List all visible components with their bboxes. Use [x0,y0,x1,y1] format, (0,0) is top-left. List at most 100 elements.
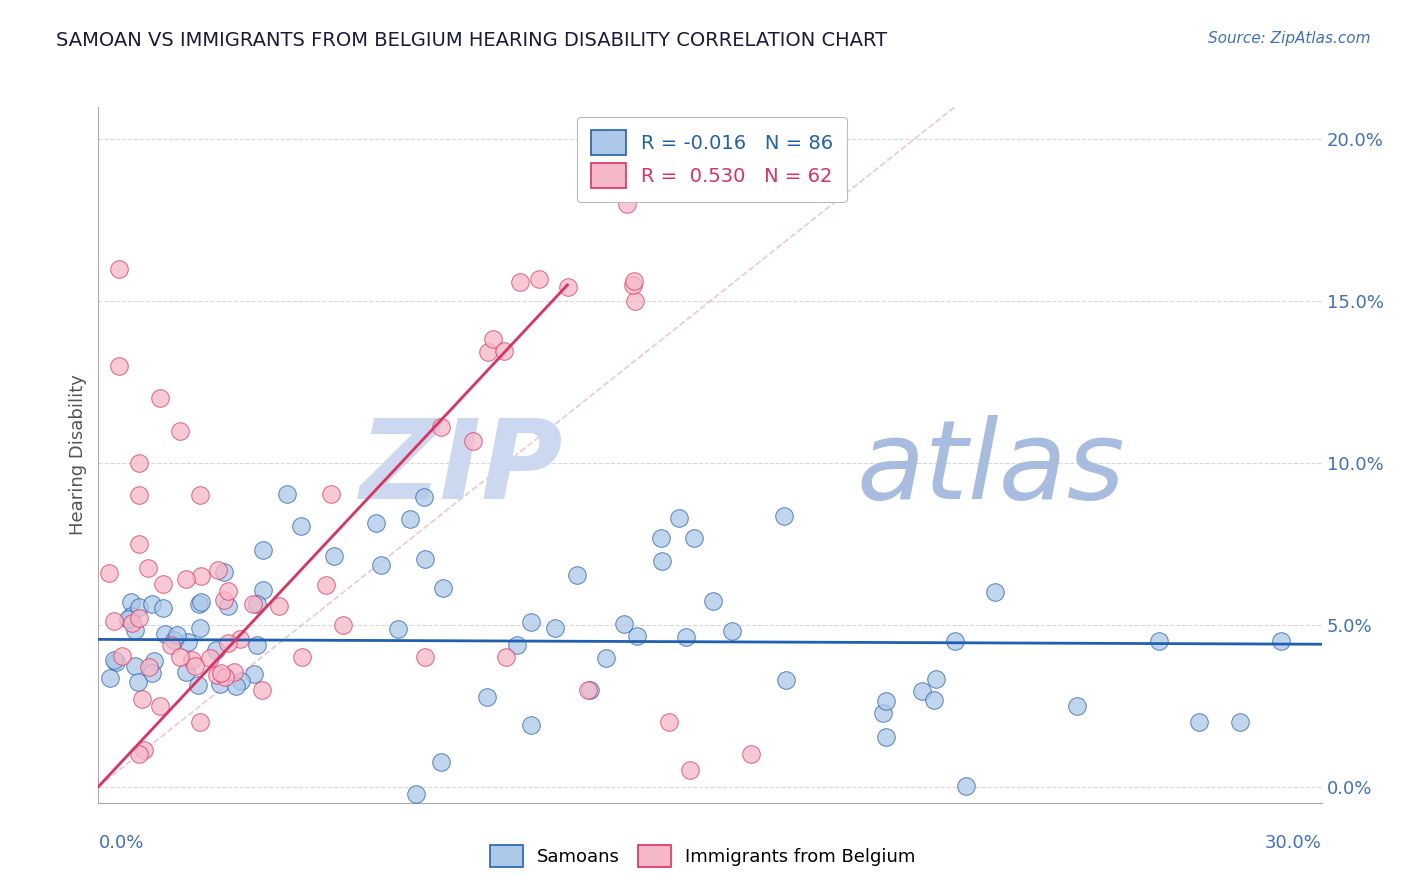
Text: atlas: atlas [856,416,1125,523]
Point [668,511,690,525]
Point [1188,714,1211,729]
Point [174,665,197,679]
Point [207,563,229,577]
Point [174,572,197,586]
Text: 30.0%: 30.0% [1265,834,1322,852]
Point [651,554,673,568]
Point [246,638,269,652]
Point [579,682,602,697]
Point [243,667,266,681]
Point [922,693,945,707]
Point [142,654,165,668]
Point [162,632,184,647]
Point [128,456,150,470]
Point [128,747,150,762]
Point [495,650,517,665]
Point [252,543,274,558]
Point [214,593,236,607]
Point [103,614,125,628]
Point [205,642,228,657]
Point [519,615,541,629]
Point [872,706,894,720]
Point [217,584,239,599]
Point [169,424,191,438]
Point [323,549,346,564]
Point [134,743,156,757]
Point [207,668,229,682]
Point [387,622,409,636]
Point [108,359,131,373]
Point [1147,634,1170,648]
Text: ZIP: ZIP [360,416,564,523]
Point [217,599,239,613]
Point [188,597,211,611]
Point [364,516,387,530]
Point [494,344,516,359]
Point [370,558,392,572]
Point [127,674,149,689]
Point [120,609,142,624]
Point [621,277,644,292]
Point [152,601,174,615]
Text: 0.0%: 0.0% [98,834,143,852]
Point [160,639,183,653]
Point [321,487,343,501]
Point [544,621,567,635]
Point [190,595,212,609]
Point [141,665,163,680]
Point [188,714,212,729]
Point [276,487,298,501]
Point [108,261,131,276]
Point [111,649,134,664]
Point [128,610,150,624]
Point [595,651,617,665]
Point [413,650,436,665]
Point [1066,698,1088,713]
Point [721,624,744,639]
Point [242,597,264,611]
Text: SAMOAN VS IMMIGRANTS FROM BELGIUM HEARING DISABILITY CORRELATION CHART: SAMOAN VS IMMIGRANTS FROM BELGIUM HEARIN… [56,31,887,50]
Point [481,332,503,346]
Point [650,531,672,545]
Point [332,617,354,632]
Point [124,659,146,673]
Point [128,537,150,551]
Point [238,809,260,823]
Point [131,692,153,706]
Point [557,279,579,293]
Point [623,274,645,288]
Point [136,561,159,575]
Point [624,294,647,309]
Point [576,682,599,697]
Point [773,509,796,524]
Point [103,653,125,667]
Point [1270,634,1292,648]
Point [188,621,211,635]
Point [775,673,797,688]
Point [290,518,312,533]
Point [128,600,150,615]
Point [229,632,252,647]
Point [911,683,934,698]
Point [675,630,697,644]
Point [875,731,897,745]
Point [169,650,191,665]
Point [209,666,232,681]
Point [184,659,207,673]
Point [225,680,247,694]
Point [984,585,1007,599]
Point [595,824,617,838]
Point [166,628,188,642]
Point [153,627,176,641]
Point [188,488,212,502]
Point [740,747,762,762]
Point [149,392,172,406]
Point [229,673,252,688]
Point [98,566,121,581]
Point [1229,714,1251,729]
Point [565,567,588,582]
Point [702,593,724,607]
Point [430,420,453,434]
Point [477,690,499,704]
Point [250,682,273,697]
